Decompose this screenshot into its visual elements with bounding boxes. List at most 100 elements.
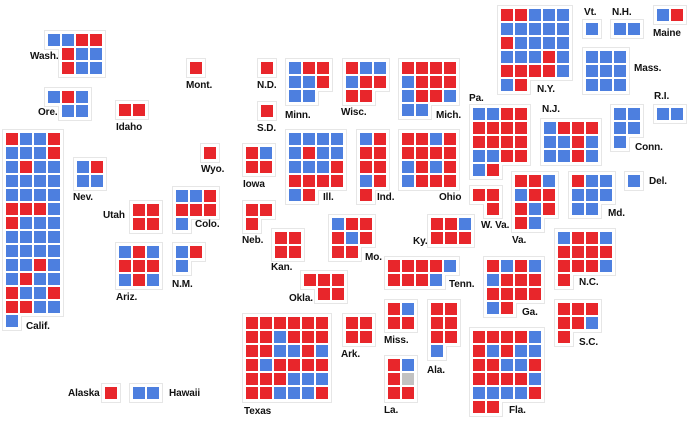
- seat-cell-republican[interactable]: [246, 331, 258, 343]
- seat-cell-democrat[interactable]: [20, 189, 32, 201]
- seat-cell-democrat[interactable]: [529, 203, 541, 215]
- seat-cell-democrat[interactable]: [515, 51, 527, 63]
- seat-cell-democrat[interactable]: [586, 51, 598, 63]
- seat-cell-democrat[interactable]: [48, 245, 60, 257]
- seat-cell-republican[interactable]: [473, 345, 485, 357]
- seat-cell-democrat[interactable]: [557, 51, 569, 63]
- seat-cell-republican[interactable]: [529, 65, 541, 77]
- seat-cell-republican[interactable]: [260, 161, 272, 173]
- seat-cell-democrat[interactable]: [119, 246, 131, 258]
- seat-cell-republican[interactable]: [515, 9, 527, 21]
- seat-cell-republican[interactable]: [274, 359, 286, 371]
- seat-cell-democrat[interactable]: [628, 23, 640, 35]
- seat-cell-democrat[interactable]: [671, 108, 683, 120]
- seat-cell-democrat[interactable]: [543, 175, 555, 187]
- seat-cell-republican[interactable]: [487, 331, 499, 343]
- seat-cell-republican[interactable]: [133, 218, 145, 230]
- seat-cell-democrat[interactable]: [147, 387, 159, 399]
- seat-cell-republican[interactable]: [501, 136, 513, 148]
- seat-cell-republican[interactable]: [515, 288, 527, 300]
- seat-cell-democrat[interactable]: [176, 190, 188, 202]
- seat-cell-democrat[interactable]: [557, 65, 569, 77]
- seat-cell-democrat[interactable]: [6, 315, 18, 327]
- seat-cell-republican[interactable]: [360, 76, 372, 88]
- seat-cell-republican[interactable]: [331, 161, 343, 173]
- seat-cell-republican[interactable]: [204, 190, 216, 202]
- seat-cell-democrat[interactable]: [190, 190, 202, 202]
- seat-cell-democrat[interactable]: [586, 189, 598, 201]
- seat-cell-democrat[interactable]: [331, 147, 343, 159]
- seat-cell-democrat[interactable]: [586, 203, 598, 215]
- seat-cell-democrat[interactable]: [360, 133, 372, 145]
- seat-cell-democrat[interactable]: [473, 108, 485, 120]
- seat-cell-republican[interactable]: [402, 317, 414, 329]
- seat-cell-republican[interactable]: [515, 122, 527, 134]
- seat-cell-democrat[interactable]: [501, 79, 513, 91]
- seat-cell-democrat[interactable]: [34, 245, 46, 257]
- seat-cell-republican[interactable]: [459, 232, 471, 244]
- seat-cell-republican[interactable]: [346, 331, 358, 343]
- seat-cell-democrat[interactable]: [487, 387, 499, 399]
- seat-cell-democrat[interactable]: [302, 373, 314, 385]
- seat-cell-republican[interactable]: [501, 302, 513, 314]
- seat-cell-republican[interactable]: [416, 90, 428, 102]
- seat-cell-democrat[interactable]: [487, 150, 499, 162]
- seat-cell-democrat[interactable]: [543, 37, 555, 49]
- seat-cell-democrat[interactable]: [529, 51, 541, 63]
- seat-cell-democrat[interactable]: [62, 34, 74, 46]
- seat-cell-democrat[interactable]: [34, 217, 46, 229]
- seat-cell-democrat[interactable]: [501, 359, 513, 371]
- seat-cell-republican[interactable]: [105, 387, 117, 399]
- seat-cell-democrat[interactable]: [543, 9, 555, 21]
- seat-cell-democrat[interactable]: [515, 189, 527, 201]
- seat-cell-democrat[interactable]: [303, 161, 315, 173]
- seat-cell-republican[interactable]: [48, 133, 60, 145]
- seat-cell-republican[interactable]: [473, 401, 485, 413]
- seat-cell-democrat[interactable]: [543, 23, 555, 35]
- seat-cell-republican[interactable]: [572, 136, 584, 148]
- seat-cell-republican[interactable]: [388, 387, 400, 399]
- seat-cell-republican[interactable]: [416, 161, 428, 173]
- seat-cell-democrat[interactable]: [288, 387, 300, 399]
- seat-cell-republican[interactable]: [6, 133, 18, 145]
- seat-cell-republican[interactable]: [190, 62, 202, 74]
- seat-cell-democrat[interactable]: [48, 203, 60, 215]
- seat-cell-republican[interactable]: [360, 317, 372, 329]
- seat-cell-republican[interactable]: [430, 62, 442, 74]
- seat-cell-republican[interactable]: [515, 203, 527, 215]
- seat-cell-democrat[interactable]: [515, 23, 527, 35]
- seat-cell-republican[interactable]: [20, 161, 32, 173]
- seat-cell-democrat[interactable]: [288, 345, 300, 357]
- seat-cell-democrat[interactable]: [274, 345, 286, 357]
- seat-cell-democrat[interactable]: [544, 136, 556, 148]
- seat-cell-republican[interactable]: [430, 147, 442, 159]
- seat-cell-republican[interactable]: [204, 204, 216, 216]
- seat-cell-republican[interactable]: [572, 260, 584, 272]
- seat-cell-democrat[interactable]: [360, 175, 372, 187]
- seat-cell-democrat[interactable]: [515, 345, 527, 357]
- seat-cell-republican[interactable]: [246, 345, 258, 357]
- seat-cell-democrat[interactable]: [487, 274, 499, 286]
- seat-cell-republican[interactable]: [430, 175, 442, 187]
- seat-cell-democrat[interactable]: [289, 161, 301, 173]
- seat-cell-democrat[interactable]: [586, 136, 598, 148]
- seat-cell-republican[interactable]: [374, 133, 386, 145]
- seat-cell-republican[interactable]: [303, 189, 315, 201]
- seat-cell-republican[interactable]: [176, 204, 188, 216]
- seat-cell-democrat[interactable]: [274, 331, 286, 343]
- seat-cell-republican[interactable]: [62, 62, 74, 74]
- seat-cell-democrat[interactable]: [557, 23, 569, 35]
- seat-cell-republican[interactable]: [416, 175, 428, 187]
- seat-cell-republican[interactable]: [515, 79, 527, 91]
- seat-cell-democrat[interactable]: [289, 76, 301, 88]
- seat-cell-republican[interactable]: [572, 317, 584, 329]
- seat-cell-democrat[interactable]: [402, 76, 414, 88]
- seat-cell-republican[interactable]: [260, 331, 272, 343]
- seat-cell-democrat[interactable]: [76, 62, 88, 74]
- seat-cell-republican[interactable]: [302, 331, 314, 343]
- seat-cell-republican[interactable]: [288, 359, 300, 371]
- seat-cell-republican[interactable]: [444, 76, 456, 88]
- seat-cell-republican[interactable]: [487, 164, 499, 176]
- seat-cell-republican[interactable]: [586, 260, 598, 272]
- seat-cell-democrat[interactable]: [289, 147, 301, 159]
